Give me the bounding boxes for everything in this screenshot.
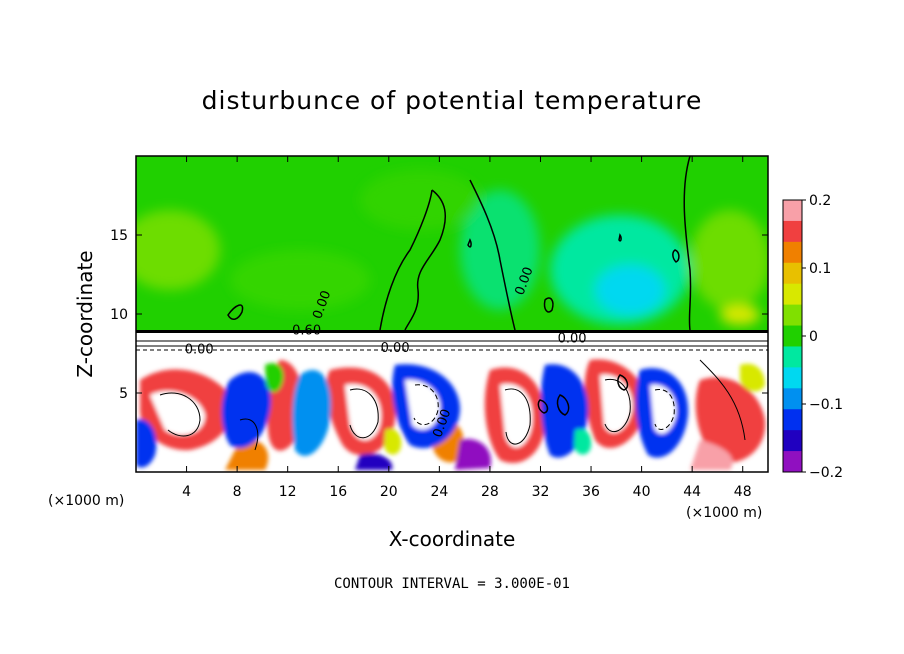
colorbar-swatch [783, 430, 802, 452]
x-axis: 4 8 12 16 20 24 28 32 36 40 44 48 [182, 156, 752, 500]
x-axis-label: X-coordinate [389, 527, 516, 551]
x-tick-label: 12 [279, 484, 297, 500]
y-axis: 5 10 15 [110, 228, 768, 402]
colorbar-tick-label: 0 [809, 329, 818, 345]
colorbar-swatch [783, 346, 802, 368]
x-units-label-right: (×1000 m) [686, 505, 762, 521]
y-tick-label: 5 [119, 386, 128, 402]
colorbar-swatch [783, 304, 802, 327]
x-tick-label: 40 [633, 484, 651, 500]
heatmap-field [136, 156, 768, 472]
colorbar: 0.2 0.1 0 −0.1 −0.2 [782, 193, 843, 481]
colorbar-swatch [783, 262, 802, 285]
colorbar-swatch [783, 325, 802, 347]
colorbar-swatch [783, 241, 802, 264]
x-tick-label: 24 [430, 484, 448, 500]
y-axis-label: Z-coordinate [73, 250, 97, 377]
colorbar-swatch [783, 220, 802, 243]
x-units-label-left: (×1000 m) [48, 493, 124, 509]
contour-lines [159, 156, 746, 451]
contour-label: 0.00 [558, 331, 587, 346]
x-tick-label: 28 [481, 484, 499, 500]
colorbar-tick-label: 0.1 [809, 261, 831, 277]
x-tick-label: 20 [380, 484, 398, 500]
x-tick-label: 32 [532, 484, 550, 500]
colorbar-tick-label: −0.1 [809, 397, 843, 413]
x-tick-label: 8 [233, 484, 242, 500]
y-tick-label: 10 [110, 307, 128, 323]
x-tick-label: 44 [683, 484, 701, 500]
colorbar-swatch [783, 200, 802, 222]
contour-label: 0.00 [381, 341, 410, 356]
colorbar-swatch [783, 283, 802, 306]
colorbar-swatch [783, 451, 802, 473]
chart-title: disturbunce of potential temperature [201, 86, 703, 115]
colorbar-tick-label: 0.2 [809, 193, 831, 209]
colorbar-swatch [783, 367, 802, 389]
colorbar-tick-label: −0.2 [809, 465, 843, 481]
contour-label: 0.00 [185, 343, 214, 358]
contour-interval-note: CONTOUR INTERVAL = 3.000E-01 [333, 576, 570, 592]
y-tick-label: 15 [110, 228, 128, 244]
colorbar-swatch [783, 388, 802, 410]
colorbar-swatch [783, 409, 802, 431]
x-tick-label: 36 [582, 484, 600, 500]
x-tick-label: 16 [329, 484, 347, 500]
x-tick-label: 4 [182, 484, 191, 500]
x-tick-label: 48 [734, 484, 752, 500]
contour-label: 0.60 [292, 324, 321, 339]
